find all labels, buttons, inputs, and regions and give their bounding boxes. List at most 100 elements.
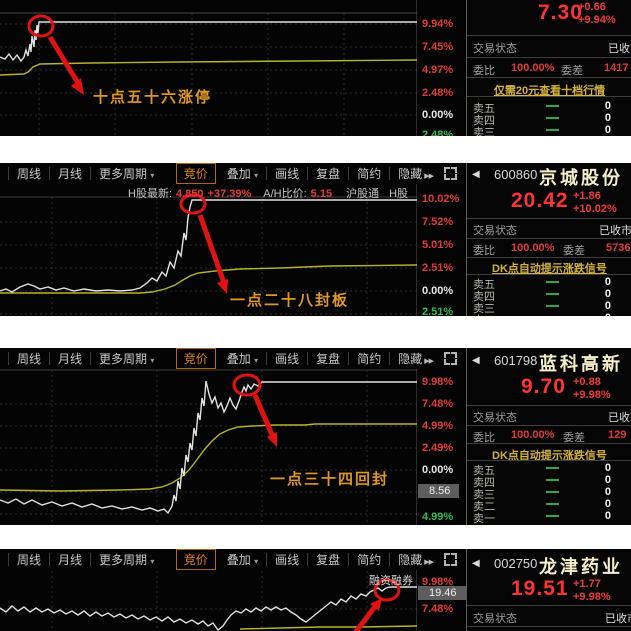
annotation-text: 一点二十八封板 — [230, 292, 350, 309]
annotation-arrow-icon — [252, 394, 277, 447]
tab-simple[interactable]: 简约 — [357, 553, 382, 567]
caret-down-icon: ▾ — [150, 356, 155, 365]
chart-toolbar: 周线 月线 更多周期 ▾ 竞价 叠加 ▾ 画线 复盘 简约 隐藏 ▶▶ — [0, 549, 462, 570]
sell-volume: 0 — [605, 312, 611, 316]
caret-down-icon: ▾ — [150, 557, 155, 566]
sell-level-label: 卖四 — [473, 291, 495, 303]
tab-hide[interactable]: 隐藏 ▶▶ — [390, 165, 441, 182]
weibi-label: 委比 — [473, 65, 495, 77]
intraday-chart — [0, 184, 417, 316]
quote-sidebar: ◀ 601798 蓝科高新 9.70 +0.88 +9.98% 交易状态 已收市… — [466, 348, 631, 525]
back-icon[interactable]: ◀ — [472, 169, 480, 180]
scale-label: 4.99% — [422, 511, 454, 523]
last-price: 20.42 — [511, 189, 569, 212]
stock-name: 蓝科高新 — [539, 354, 623, 374]
price-line — [0, 21, 417, 63]
price-line — [0, 199, 417, 293]
weicha-value: 5736 — [606, 242, 631, 254]
trade-status-value: 已收市 — [608, 412, 631, 424]
scale-label: 7.45% — [422, 41, 454, 53]
tab-more-periods[interactable]: 更多周期 ▾ — [91, 350, 162, 367]
empty-price-dash — [546, 293, 559, 295]
tab-hide[interactable]: 隐藏 ▶▶ — [390, 350, 441, 367]
chart-panel-3: 周线 月线 更多周期 ▾ 竞价 叠加 ▾ 画线 复盘 简约 隐藏 ▶▶ — [0, 348, 631, 525]
tab-overlay[interactable]: 叠加 ▾ — [219, 350, 266, 367]
scale-label: 2.51% — [422, 306, 454, 316]
sell-row: 卖二 0 — [467, 312, 631, 316]
hshare-label: H股最新: — [128, 188, 172, 200]
tab-simple[interactable]: 简约 — [357, 167, 382, 181]
intraday-chart — [0, 570, 417, 631]
price-change-pct: +10.02% — [573, 203, 617, 215]
trade-status-label: 交易状态 — [473, 225, 517, 237]
weibi-label: 委比 — [473, 245, 495, 257]
tab-auction[interactable]: 竞价 — [175, 348, 216, 369]
margin-trading-tag: 融资融券 — [369, 575, 413, 587]
fullscreen-icon[interactable] — [444, 352, 457, 365]
tab-replay[interactable]: 复盘 — [316, 167, 341, 181]
stock-code: 600860 — [494, 167, 538, 182]
promo-link[interactable]: DK点自动提示涨跌信号 — [492, 450, 607, 462]
last-price: 9.70 — [521, 375, 566, 398]
weicha-label: 委差 — [563, 245, 585, 257]
sell-row: 卖五 0 — [467, 100, 631, 115]
price-scale: 9.98% 7.48% 4.99% 2.49% 0.00% 8.56 4.99% — [417, 348, 466, 525]
tab-label: 更多周期 — [99, 352, 148, 366]
scale-label: 0.00% — [422, 109, 454, 121]
tab-label: 叠加 — [226, 352, 251, 366]
empty-price-dash — [546, 503, 559, 505]
scale-label: 9.98% — [422, 376, 454, 388]
tab-monthly[interactable]: 月线 — [58, 167, 83, 181]
tab-weekly[interactable]: 周线 — [17, 352, 42, 366]
tab-replay[interactable]: 复盘 — [316, 553, 341, 567]
highlight-circle-icon — [373, 578, 401, 602]
sell-level-label: 卖四 — [473, 477, 495, 489]
tab-more-periods[interactable]: 更多周期 ▾ — [91, 165, 162, 182]
sell-level-label: 卖三 — [473, 489, 495, 501]
fullscreen-icon[interactable] — [444, 553, 457, 566]
sell-row: 卖五 0 — [467, 462, 631, 477]
last-price: 7.30 — [538, 1, 583, 24]
grid-lines — [0, 13, 417, 136]
annotation-text: 一点三十四回封 — [270, 471, 390, 488]
promo-link[interactable]: DK点自动提示涨跌信号 — [492, 263, 607, 275]
sell-row: 卖四 0 — [467, 112, 631, 127]
scale-label: 9.94% — [422, 18, 454, 30]
tab-auction[interactable]: 竞价 — [175, 163, 216, 184]
tab-monthly[interactable]: 月线 — [58, 352, 83, 366]
weicha-value: 129 — [608, 429, 627, 441]
sell-volume: 0 — [604, 112, 611, 124]
tab-draw-line[interactable]: 画线 — [275, 553, 300, 567]
hgt-tag: 沪股通 — [346, 188, 380, 200]
empty-price-dash — [546, 105, 559, 107]
intraday-chart — [0, 369, 417, 525]
tab-more-periods[interactable]: 更多周期 ▾ — [91, 551, 162, 568]
chart-panel-1: 十点五十六涨停 9.94% 7.45% 4.97% 2.48% 0.00% 2.… — [0, 0, 631, 136]
highlight-circle-icon — [179, 193, 207, 215]
back-icon[interactable]: ◀ — [472, 355, 480, 366]
tab-overlay[interactable]: 叠加 ▾ — [219, 165, 266, 182]
tab-hide[interactable]: 隐藏 ▶▶ — [390, 551, 441, 568]
tab-overlay[interactable]: 叠加 ▾ — [219, 551, 266, 568]
empty-price-dash — [546, 129, 559, 131]
sell-row: 卖四 0 — [467, 474, 631, 489]
promo-link[interactable]: 仅需20元查看十档行情 — [493, 85, 606, 97]
caret-down-icon: ▾ — [254, 171, 259, 180]
tab-auction[interactable]: 竞价 — [175, 549, 216, 570]
tab-simple[interactable]: 简约 — [357, 352, 382, 366]
sell-row: 卖三 0 — [467, 486, 631, 501]
annotation-arrow-icon — [47, 35, 84, 95]
sell-volume: 0 — [604, 276, 611, 288]
fullscreen-icon[interactable] — [444, 167, 457, 180]
tab-draw-line[interactable]: 画线 — [275, 167, 300, 181]
sell-volume: 0 — [604, 462, 611, 474]
tab-weekly[interactable]: 周线 — [17, 167, 42, 181]
back-icon[interactable]: ◀ — [472, 558, 480, 569]
tab-replay[interactable]: 复盘 — [316, 352, 341, 366]
tab-draw-line[interactable]: 画线 — [275, 352, 300, 366]
tab-weekly[interactable]: 周线 — [17, 553, 42, 567]
scale-label: 0.00% — [422, 285, 454, 297]
ah-ratio-label: A/H比价: — [263, 188, 307, 200]
quote-sidebar: ◀ 002750 龙津药业 19.51 +1.77 +9.98% 交易状态 已收… — [466, 549, 631, 631]
tab-monthly[interactable]: 月线 — [58, 553, 83, 567]
